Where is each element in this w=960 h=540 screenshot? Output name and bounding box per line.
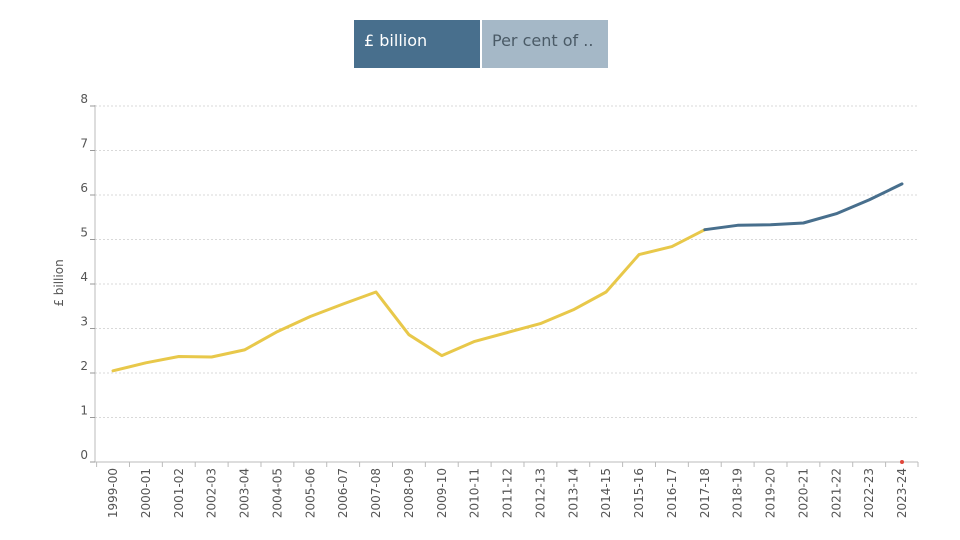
x-tick-label: 2004-05 — [270, 468, 284, 518]
x-tick-label: 2005-06 — [303, 468, 317, 518]
y-tick-label: 0 — [80, 448, 88, 462]
y-tick-label: 2 — [80, 359, 88, 373]
x-tick-label: 2016-17 — [665, 468, 679, 518]
per-cent-tab[interactable]: Per cent of .. — [482, 20, 608, 68]
y-tick-label: 7 — [80, 137, 88, 151]
x-tick-label: 2022-23 — [862, 468, 876, 518]
y-tick-label: 4 — [80, 270, 88, 284]
y-axis-title: £ billion — [52, 259, 66, 306]
x-tick-label: 2008-09 — [402, 468, 416, 518]
series-line-2 — [703, 182, 904, 232]
x-tick-label: 2020-21 — [796, 468, 810, 518]
x-tick-label: 2019-20 — [764, 468, 778, 518]
gbp-billion-tab[interactable]: £ billion — [354, 20, 480, 68]
x-tick-label: 2012-13 — [533, 468, 547, 518]
marker-dot — [900, 460, 904, 464]
x-tick-label: 2014-15 — [599, 468, 613, 518]
axes — [94, 105, 918, 463]
x-tick-label: 2001-02 — [172, 468, 186, 518]
x-tick-label: 2006-07 — [336, 468, 350, 518]
x-tick-label: 1999-00 — [106, 468, 120, 518]
y-tick-label: 5 — [80, 226, 88, 240]
unit-toggle: £ billion Per cent of .. — [354, 20, 608, 68]
x-tick-label: 2021-22 — [829, 468, 843, 518]
x-tick-label: 2000-01 — [139, 468, 153, 518]
x-tick-label: 2009-10 — [435, 468, 449, 518]
x-tick-label: 2010-11 — [468, 468, 482, 518]
y-tick-label: 6 — [80, 181, 88, 195]
series-line-1 — [111, 228, 707, 373]
x-tick-label: 2018-19 — [731, 468, 745, 518]
series-lines — [111, 182, 904, 464]
y-tick-label: 8 — [80, 92, 88, 106]
x-tick-label: 2011-12 — [501, 468, 515, 518]
y-tick-label: 1 — [80, 404, 88, 418]
x-tick-label: 2007-08 — [369, 468, 383, 518]
x-tick-label: 2003-04 — [238, 468, 252, 518]
y-tick-label: 3 — [80, 315, 88, 329]
x-tick-label: 2002-03 — [205, 468, 219, 518]
x-tick-label: 2015-16 — [632, 468, 646, 518]
y-axis-ticks: 0 1 2 3 4 5 6 7 8 — [80, 92, 95, 463]
x-axis-ticks: 1999-00 2000-01 2001-02 2002-03 2003-04 2004-… — [96, 462, 919, 518]
x-tick-label: 2013-14 — [566, 468, 580, 518]
x-tick-label: 2017-18 — [698, 468, 712, 518]
x-tick-label: 2023-24 — [895, 468, 909, 518]
gridlines — [95, 105, 918, 418]
